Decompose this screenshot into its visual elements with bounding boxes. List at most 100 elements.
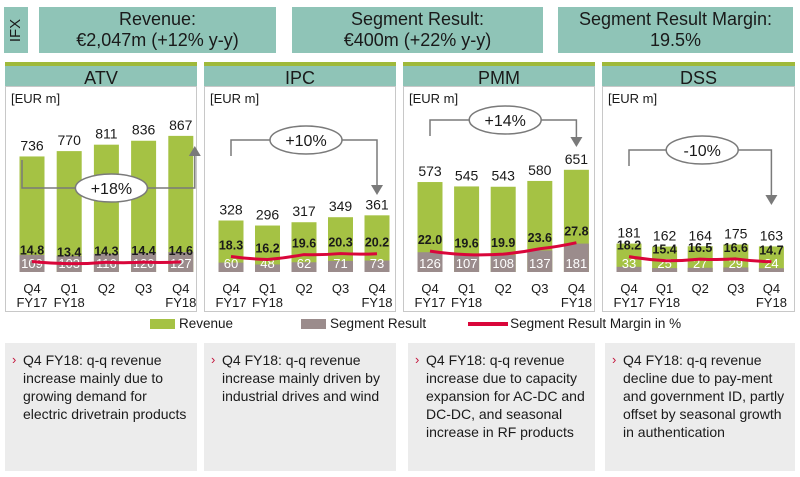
segment-result-label-atv-4: 127 xyxy=(170,256,192,271)
kpi-revenue-value: €2,047m (+12% y-y) xyxy=(76,30,239,50)
legend-revenue-swatch xyxy=(150,318,175,329)
chart-panel-dss xyxy=(602,86,795,312)
revenue-bar-atv-0 xyxy=(19,156,45,272)
segment-result-label-dss-1: 25 xyxy=(657,256,671,271)
x-tick-label-ipc-4-0: Q4 xyxy=(368,281,385,296)
x-tick-label-ipc-0-0: Q4 xyxy=(222,281,239,296)
revenue-label-atv-1: 770 xyxy=(58,132,82,148)
x-tick-label-dss-1-0: Q1 xyxy=(656,281,673,296)
segment-result-bar-ipc-2 xyxy=(291,262,317,272)
bullet-arrow-icon: › xyxy=(415,352,420,367)
note-dss-text: Q4 FY18: q-q revenue decline due to pay-… xyxy=(623,352,785,440)
growth-label-atv: +18% xyxy=(91,181,132,198)
revenue-bar-atv-4 xyxy=(168,135,194,272)
segment-result-label-pmm-0: 126 xyxy=(419,256,441,271)
note-pmm-text: Q4 FY18: q-q revenue increase due to cap… xyxy=(426,352,585,440)
margin-label-ipc-3: 20.3 xyxy=(328,236,352,250)
margin-label-ipc-1: 16.2 xyxy=(255,242,279,256)
x-tick-label-pmm-4-0: Q4 xyxy=(568,281,585,296)
segment-result-bar-dss-4 xyxy=(758,268,784,272)
unit-label-pmm: [EUR m] xyxy=(409,91,458,106)
revenue-label-ipc-0: 328 xyxy=(219,202,243,218)
x-tick-label-atv-4-0: Q4 xyxy=(172,281,189,296)
margin-line-ipc xyxy=(230,252,378,262)
x-tick-label-dss-4-0: Q4 xyxy=(763,281,780,296)
margin-line-dss xyxy=(628,255,772,264)
growth-bubble-dss xyxy=(665,135,739,165)
revenue-label-ipc-4: 361 xyxy=(365,196,389,212)
segment-result-bar-pmm-2 xyxy=(490,255,516,272)
x-tick-label-dss-1-1: FY18 xyxy=(649,295,680,310)
x-tick-label-atv-1-1: FY18 xyxy=(54,295,85,310)
x-tick-label-dss-2-0: Q2 xyxy=(692,281,709,296)
margin-label-pmm-4: 27.8 xyxy=(564,225,588,239)
note-ipc: › Q4 FY18: q-q revenue increase mainly d… xyxy=(204,343,396,471)
revenue-label-pmm-3: 580 xyxy=(528,162,552,178)
segment-result-bar-ipc-1 xyxy=(255,264,280,272)
legend-margin-swatch xyxy=(468,321,509,326)
margin-label-dss-4: 14.7 xyxy=(759,244,783,258)
revenue-label-ipc-1: 296 xyxy=(256,207,280,223)
segment-result-label-ipc-2: 62 xyxy=(297,256,311,271)
growth-arrow-icon-ipc xyxy=(371,185,383,195)
x-tick-label-dss-4-1: FY18 xyxy=(756,295,787,310)
segment-result-label-ipc-0: 60 xyxy=(224,256,238,271)
kpi-margin-title: Segment Result Margin: xyxy=(578,9,773,29)
kpi-revenue-title: Revenue: xyxy=(118,9,197,29)
segment-result-bar-ipc-3 xyxy=(328,260,353,272)
segment-result-bar-pmm-1 xyxy=(454,255,480,272)
segment-result-bar-dss-3 xyxy=(723,267,749,272)
segment-result-bar-ipc-4 xyxy=(364,260,390,272)
segment-charts: [EUR m]736109Q4FY17770103Q1FY18811116Q28… xyxy=(11,91,787,310)
kpi-margin: Segment Result Margin: 19.5% xyxy=(558,7,793,53)
revenue-bar-dss-4 xyxy=(758,246,784,272)
x-tick-label-atv-2-0: Q2 xyxy=(98,281,115,296)
margin-label-atv-0: 14.8 xyxy=(20,244,44,258)
growth-bubble-pmm xyxy=(468,105,542,135)
revenue-bar-ipc-1 xyxy=(255,225,280,272)
margin-label-atv-4: 14.6 xyxy=(169,244,193,258)
x-tick-label-ipc-4-1: FY18 xyxy=(361,295,392,310)
x-tick-label-pmm-3-0: Q3 xyxy=(531,281,548,296)
note-atv-text: Q4 FY18: q-q revenue increase mainly due… xyxy=(23,352,187,422)
bullet-arrow-icon: › xyxy=(211,352,216,367)
segment-header-dss: DSS xyxy=(602,62,795,90)
segment-result-bar-pmm-4 xyxy=(563,243,589,272)
kpi-margin-value: 19.5% xyxy=(649,30,702,50)
segment-result-label-pmm-2: 108 xyxy=(492,256,514,271)
margin-label-pmm-1: 19.6 xyxy=(454,237,478,251)
margin-label-atv-2: 14.3 xyxy=(94,244,118,258)
revenue-label-dss-3: 175 xyxy=(724,226,748,242)
x-tick-label-ipc-2-0: Q2 xyxy=(295,281,312,296)
x-tick-label-ipc-1-0: Q1 xyxy=(259,281,276,296)
note-pmm: › Q4 FY18: q-q revenue increase due to c… xyxy=(408,343,595,471)
unit-label-ipc: [EUR m] xyxy=(210,91,259,106)
margin-label-pmm-2: 19.9 xyxy=(491,236,515,250)
margin-line-pmm xyxy=(429,241,577,257)
kpi-segment-result-title: Segment Result: xyxy=(350,9,485,29)
segment-result-label-pmm-1: 107 xyxy=(456,256,478,271)
margin-label-pmm-0: 22.0 xyxy=(418,233,442,247)
segment-result-bar-pmm-3 xyxy=(527,250,553,272)
segment-result-label-dss-4: 24 xyxy=(764,256,778,271)
segment-result-bar-dss-1 xyxy=(652,268,678,272)
revenue-bar-atv-3 xyxy=(131,140,157,272)
segment-header-atv: ATV xyxy=(5,62,197,90)
segment-result-label-ipc-3: 71 xyxy=(333,256,347,271)
segment-result-bar-atv-0 xyxy=(19,254,45,272)
x-tick-label-pmm-1-1: FY18 xyxy=(451,295,482,310)
segment-header-pmm: PMM xyxy=(403,62,595,90)
margin-line-atv xyxy=(31,260,181,266)
revenue-label-pmm-4: 651 xyxy=(565,151,589,167)
x-tick-label-pmm-0-0: Q4 xyxy=(421,281,438,296)
growth-bubble-atv xyxy=(74,173,149,203)
note-ipc-text: Q4 FY18: q-q revenue increase mainly dri… xyxy=(222,352,380,404)
unit-label-dss: [EUR m] xyxy=(608,91,657,106)
margin-label-ipc-2: 19.6 xyxy=(292,237,316,251)
margin-label-ipc-0: 18.3 xyxy=(219,238,243,252)
x-tick-label-pmm-1-0: Q1 xyxy=(458,281,475,296)
margin-label-pmm-3: 23.6 xyxy=(528,231,552,245)
growth-label-dss: -10% xyxy=(684,143,721,160)
x-tick-label-ipc-1-1: FY18 xyxy=(252,295,283,310)
x-tick-label-dss-0-1: FY17 xyxy=(613,295,644,310)
